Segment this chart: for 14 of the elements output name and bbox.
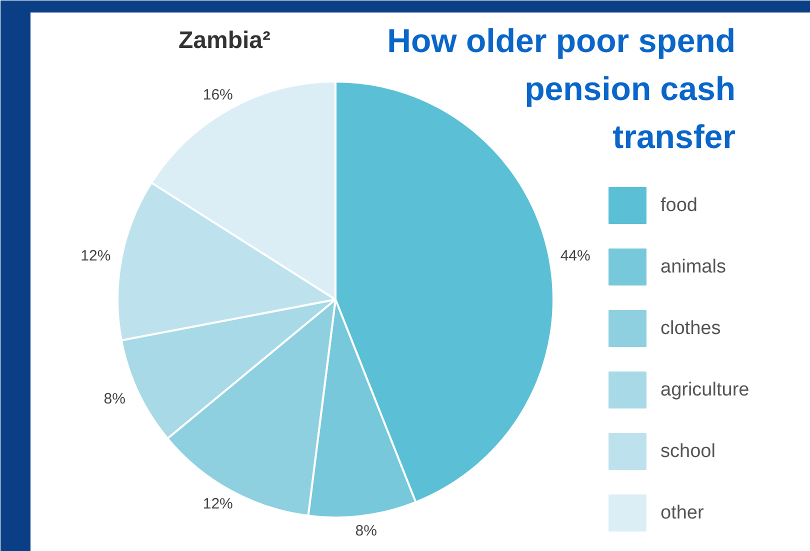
legend-label: school: [660, 441, 716, 462]
chart-subtitle: How older poor spend pension cash transfer: [387, 22, 736, 155]
data-label: 16%: [202, 86, 233, 104]
chart-title: Zambia²: [178, 27, 271, 54]
data-label: 44%: [560, 247, 590, 264]
legend-label: other: [660, 502, 704, 524]
data-label: 8%: [104, 390, 126, 408]
data-label: 12%: [202, 495, 233, 512]
legend-label: food: [660, 195, 698, 216]
legend-label: clothes: [660, 318, 721, 339]
legend-label: agriculture: [660, 380, 750, 400]
legend-label: animals: [660, 256, 726, 278]
data-label: 8%: [355, 522, 377, 540]
data-label: 12%: [80, 247, 111, 264]
